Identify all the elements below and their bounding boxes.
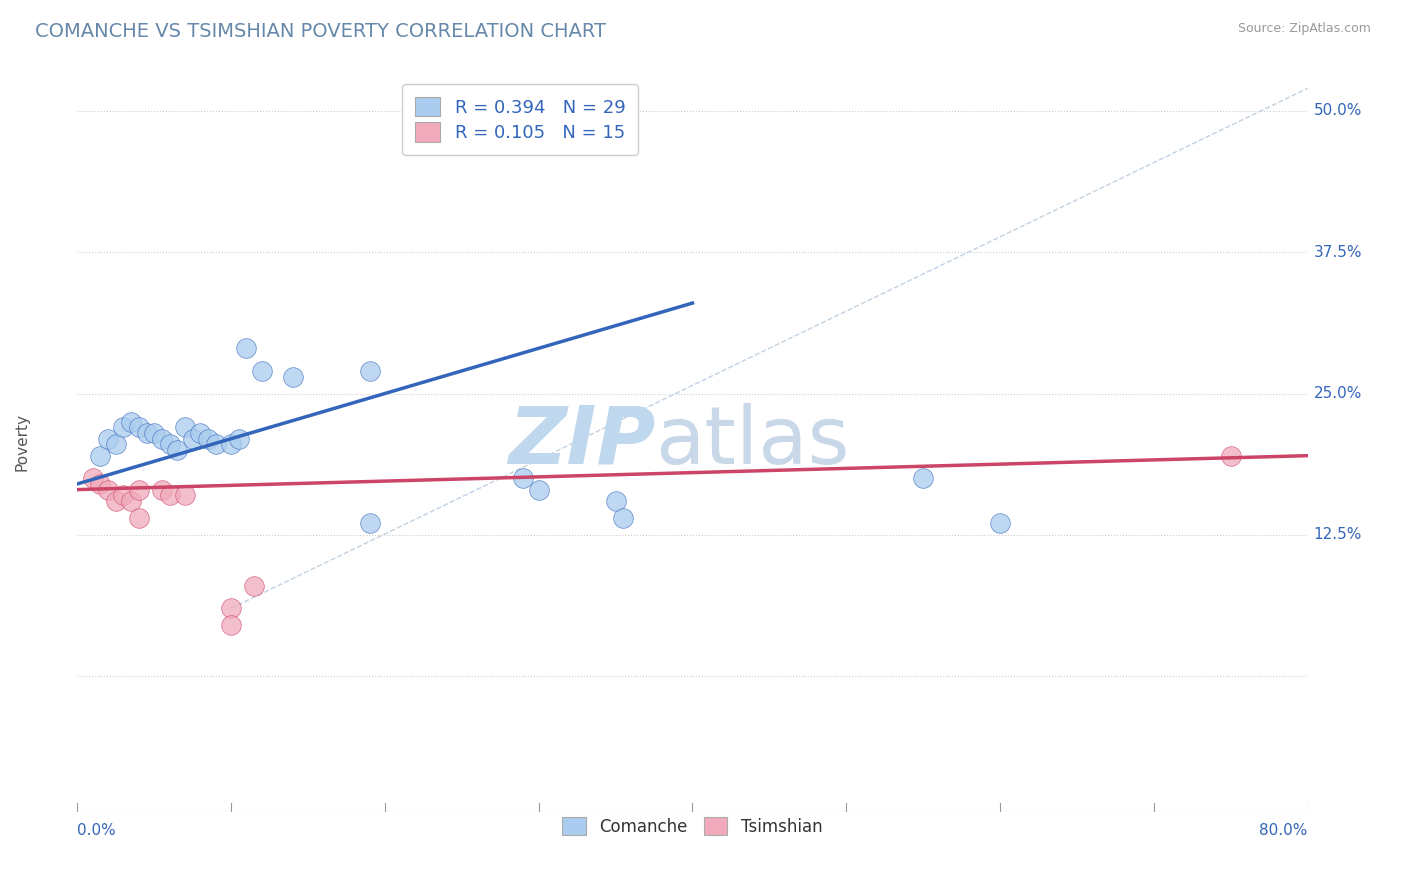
- Point: [104, 494, 127, 508]
- Point: [605, 494, 627, 508]
- Text: Poverty: Poverty: [14, 412, 30, 471]
- Point: [150, 483, 173, 497]
- Point: [219, 437, 242, 451]
- Text: Source: ZipAtlas.com: Source: ZipAtlas.com: [1237, 22, 1371, 36]
- Text: COMANCHE VS TSIMSHIAN POVERTY CORRELATION CHART: COMANCHE VS TSIMSHIAN POVERTY CORRELATIO…: [35, 22, 606, 41]
- Point: [359, 516, 381, 531]
- Point: [988, 516, 1011, 531]
- Point: [150, 432, 173, 446]
- Point: [235, 341, 257, 355]
- Point: [89, 477, 111, 491]
- Point: [97, 432, 120, 446]
- Point: [89, 449, 111, 463]
- Point: [97, 483, 120, 497]
- Point: [204, 437, 226, 451]
- Text: ZIP: ZIP: [508, 402, 655, 481]
- Text: 50.0%: 50.0%: [1313, 103, 1362, 119]
- Point: [512, 471, 534, 485]
- Point: [174, 420, 197, 434]
- Legend: Comanche, Tsimshian: Comanche, Tsimshian: [554, 809, 831, 844]
- Point: [181, 432, 204, 446]
- Point: [219, 601, 242, 615]
- Point: [243, 579, 266, 593]
- Text: 12.5%: 12.5%: [1313, 527, 1362, 542]
- Point: [188, 425, 212, 440]
- Point: [228, 432, 250, 446]
- Text: 0.0%: 0.0%: [77, 823, 117, 838]
- Point: [120, 415, 142, 429]
- Point: [128, 511, 150, 525]
- Point: [135, 425, 157, 440]
- Point: [143, 425, 166, 440]
- Point: [527, 483, 550, 497]
- Point: [82, 471, 104, 485]
- Point: [104, 437, 127, 451]
- Text: atlas: atlas: [655, 402, 849, 481]
- Point: [128, 420, 150, 434]
- Point: [174, 488, 197, 502]
- Point: [912, 471, 935, 485]
- Point: [112, 420, 135, 434]
- Point: [120, 494, 142, 508]
- Point: [281, 369, 304, 384]
- Point: [159, 437, 181, 451]
- Point: [159, 488, 181, 502]
- Point: [197, 432, 219, 446]
- Point: [128, 483, 150, 497]
- Text: 37.5%: 37.5%: [1313, 244, 1362, 260]
- Point: [1219, 449, 1241, 463]
- Point: [359, 364, 381, 378]
- Point: [612, 511, 634, 525]
- Point: [219, 618, 242, 632]
- Text: 80.0%: 80.0%: [1260, 823, 1308, 838]
- Point: [166, 443, 188, 458]
- Point: [250, 364, 273, 378]
- Point: [112, 488, 135, 502]
- Text: 25.0%: 25.0%: [1313, 386, 1362, 401]
